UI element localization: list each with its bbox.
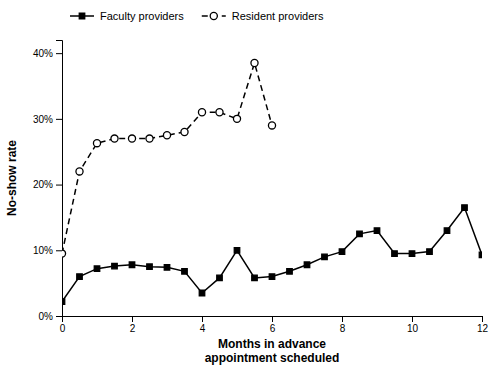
y-tick-label: 10% <box>33 245 53 256</box>
data-point <box>181 128 188 135</box>
legend-symbol <box>79 13 84 18</box>
data-point <box>129 262 134 267</box>
y-tick: 10% <box>33 245 62 256</box>
data-point <box>94 266 99 271</box>
data-point <box>164 265 169 270</box>
data-point <box>217 275 222 280</box>
x-tick: 0 <box>60 316 66 334</box>
data-point <box>198 109 205 116</box>
series-line <box>62 208 482 302</box>
x-tick: 12 <box>477 316 489 334</box>
series-line <box>62 63 272 254</box>
legend-item: Resident providers <box>202 10 324 22</box>
data-point <box>199 290 204 295</box>
y-tick-label: 0% <box>39 311 54 322</box>
series-points <box>62 205 482 304</box>
data-point <box>409 251 414 256</box>
data-point <box>357 231 362 236</box>
x-tick-label: 2 <box>130 323 136 334</box>
x-tick-label: 6 <box>270 323 276 334</box>
y-tick: 20% <box>33 179 62 190</box>
x-tick-label: 12 <box>477 323 489 334</box>
data-point <box>374 228 379 233</box>
x-tick-mark <box>272 316 273 322</box>
data-point <box>444 228 449 233</box>
data-point <box>112 263 117 268</box>
data-point <box>392 251 397 256</box>
data-point <box>128 135 135 142</box>
x-tick-mark <box>132 316 133 322</box>
data-point <box>93 140 100 147</box>
y-tick-mark <box>56 119 62 120</box>
data-point <box>269 274 274 279</box>
x-tick-label: 0 <box>60 323 66 334</box>
data-point <box>234 248 239 253</box>
x-tick: 6 <box>270 316 276 334</box>
chart: 0 2 4 6 8 10 12 0% 10% 20% 30% 40% Months in advance… <box>0 0 500 372</box>
data-point <box>462 205 467 210</box>
x-tick: 4 <box>200 316 206 334</box>
x-tick-label: 4 <box>200 323 206 334</box>
data-point <box>146 135 153 142</box>
data-point <box>76 168 83 175</box>
y-tick-label: 20% <box>33 179 53 190</box>
series-points <box>62 59 276 257</box>
x-axis: 0 2 4 6 8 10 12 <box>60 316 489 334</box>
data-point <box>147 264 152 269</box>
y-axis: 0% 10% 20% 30% 40% <box>33 41 63 322</box>
y-axis-line <box>56 41 63 317</box>
y-tick: 30% <box>33 114 62 125</box>
y-tick-mark <box>56 316 62 317</box>
data-point <box>182 269 187 274</box>
x-tick-label: 10 <box>407 323 419 334</box>
data-point <box>304 262 309 267</box>
data-point <box>287 269 292 274</box>
data-point <box>77 274 82 279</box>
data-point <box>479 252 482 257</box>
y-axis-title: No-show rate <box>5 140 19 216</box>
data-point <box>322 254 327 259</box>
data-point <box>216 109 223 116</box>
y-tick: 0% <box>39 311 62 322</box>
data-point <box>111 135 118 142</box>
data-point <box>268 122 275 129</box>
y-tick-mark <box>56 53 62 54</box>
data-point <box>339 249 344 254</box>
data-point <box>252 275 257 280</box>
data-point <box>62 250 66 257</box>
legend-label: Faculty providers <box>100 10 184 22</box>
data-point <box>163 132 170 139</box>
x-tick: 2 <box>130 316 136 334</box>
y-tick-mark <box>56 185 62 186</box>
x-tick: 8 <box>340 316 346 334</box>
legend-item: Faculty providers <box>70 10 184 22</box>
data-point <box>427 249 432 254</box>
x-axis-title: Months in advanceappointment scheduled <box>205 337 340 365</box>
plot-area <box>62 59 482 304</box>
y-tick-mark <box>56 250 62 251</box>
x-tick-mark <box>482 316 483 322</box>
data-point <box>251 59 258 66</box>
data-point <box>233 115 240 122</box>
x-tick-label: 8 <box>340 323 346 334</box>
data-point <box>62 299 65 304</box>
x-tick-mark <box>202 316 203 322</box>
legend: Faculty providers Resident providers <box>70 10 324 22</box>
y-tick-label: 30% <box>33 114 53 125</box>
x-tick-mark <box>342 316 343 322</box>
y-tick: 40% <box>33 48 62 59</box>
x-axis-line <box>63 317 483 323</box>
x-tick: 10 <box>407 316 419 334</box>
legend-label: Resident providers <box>232 10 324 22</box>
x-tick-mark <box>412 316 413 322</box>
y-tick-label: 40% <box>33 48 53 59</box>
legend-symbol <box>210 12 217 19</box>
